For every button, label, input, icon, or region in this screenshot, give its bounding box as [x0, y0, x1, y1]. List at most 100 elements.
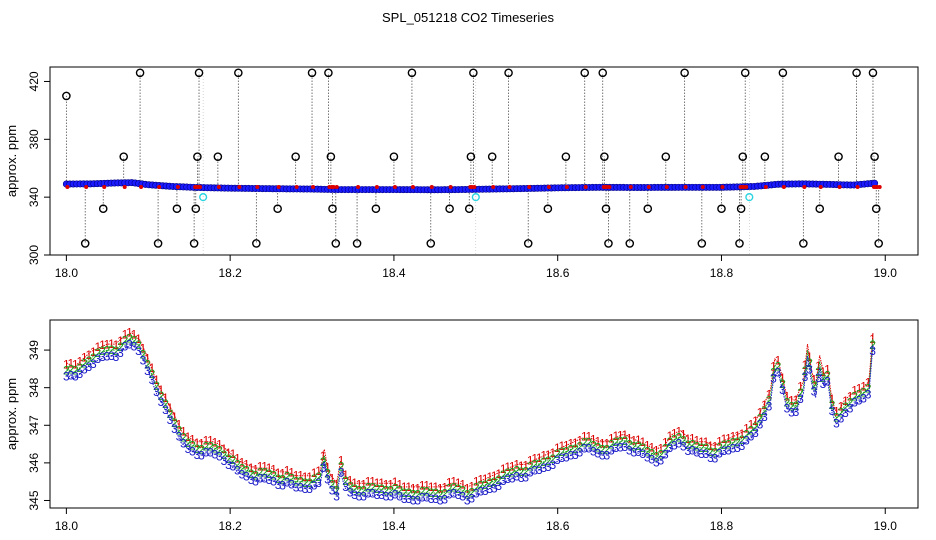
bottom-series-marker: 2	[365, 481, 372, 495]
bottom-series-marker: 3	[761, 410, 768, 424]
bottom-series-marker: 1	[603, 436, 610, 450]
bottom-x-axis: 18.0 18.2 18.4 18.6 18.8 19.0	[55, 508, 897, 533]
bottom-series-marker: 3	[428, 492, 435, 506]
top-panel: approx. ppm 18.0 18.2 18.4 18.6 18.8 19.0 300…	[4, 66, 919, 280]
bottom-series-marker: 3	[311, 478, 318, 492]
bottom-series-marker: 3	[869, 344, 876, 358]
bottom-series-marker: 2	[504, 466, 511, 480]
bottom-series-2: 2222222222222222222222222222222222222222…	[63, 331, 876, 501]
bottom-series-marker: 1	[617, 429, 624, 443]
top-spike-point	[80, 239, 90, 248]
bottom-series-marker: 2	[779, 377, 786, 391]
bottom-series-marker: 2	[824, 368, 831, 382]
bottom-series-marker: 1	[419, 478, 426, 492]
bottom-series-marker: 1	[221, 442, 228, 456]
bottom-y-axis: 345 346 347 348 349	[27, 340, 50, 510]
top-spike-base-point	[374, 185, 379, 190]
bottom-series-marker: 1	[851, 384, 858, 398]
bottom-series-marker: 1	[212, 435, 219, 449]
bottom-series-marker: 2	[387, 484, 394, 498]
bottom-series-marker: 2	[635, 439, 642, 453]
bottom-series-marker: 3	[77, 367, 84, 381]
bottom-series-marker: 1	[567, 436, 574, 450]
bottom-series-marker: 3	[374, 488, 381, 502]
top-spike-base-point	[410, 185, 415, 190]
bottom-series-marker: 1	[761, 398, 768, 412]
top-xtick-label: 19.0	[874, 266, 898, 280]
bottom-series-marker: 3	[468, 492, 475, 506]
bottom-series-marker: 1	[667, 429, 674, 443]
bottom-series-marker: 3	[239, 467, 246, 481]
bottom-series-marker: 3	[842, 406, 849, 420]
bottom-series-marker: 2	[847, 396, 854, 410]
bottom-series-marker: 3	[81, 363, 88, 377]
bottom-series-marker: 1	[450, 475, 457, 489]
bottom-series-marker: 1	[360, 478, 367, 492]
bottom-series-marker: 1	[491, 469, 498, 483]
bottom-series-marker: 2	[198, 442, 205, 456]
bottom-series-marker: 3	[450, 487, 457, 501]
bottom-xtick-label: 18.0	[55, 519, 79, 533]
bottom-series-marker: 2	[162, 397, 169, 411]
bottom-series-marker: 2	[423, 484, 430, 498]
top-spike-point	[736, 204, 746, 214]
bottom-series-marker: 3	[455, 488, 462, 502]
top-spike-point	[868, 68, 878, 78]
bottom-series-marker: 3	[554, 453, 561, 467]
bottom-series-marker: 1	[216, 437, 223, 451]
bottom-series-marker: 2	[257, 466, 264, 480]
bottom-series-marker: 3	[671, 438, 678, 452]
bottom-series-marker: 1	[563, 438, 570, 452]
bottom-series-marker: 1	[266, 461, 273, 475]
bottom-series-3: 3333333333333333333333333333333333333333…	[63, 337, 876, 507]
bottom-series-marker: 2	[473, 481, 480, 495]
bottom-series-marker: 2	[297, 475, 304, 489]
bottom-series-marker: 1	[504, 460, 511, 474]
bottom-series-marker: 1	[414, 481, 421, 495]
bottom-series-marker: 1	[842, 394, 849, 408]
top-spike-base-point	[139, 185, 144, 190]
bottom-series-marker: 1	[748, 418, 755, 432]
bottom-ytick-label: 345	[27, 490, 41, 510]
top-spike-point	[324, 68, 333, 78]
bottom-series-marker: 1	[513, 457, 520, 471]
bottom-series-marker: 3	[203, 445, 210, 459]
bottom-series-marker: 1	[536, 451, 543, 465]
bottom-series-marker: 3	[356, 490, 363, 504]
bottom-xtick-label: 18.2	[218, 519, 242, 533]
bottom-series-marker: 3	[383, 490, 390, 504]
top-spike-point	[580, 68, 590, 78]
bottom-series-marker: 3	[297, 481, 304, 495]
bottom-series-marker: 3	[703, 447, 710, 461]
bottom-series-marker: 3	[622, 440, 629, 454]
bottom-series-marker: 1	[590, 432, 597, 446]
bottom-series-marker: 1	[257, 460, 264, 474]
bottom-series-marker: 2	[374, 482, 381, 496]
bottom-series-1: 1111111111111111111111111111111111111111…	[63, 325, 876, 495]
bottom-series-marker: 1	[662, 435, 669, 449]
bottom-series-marker: 3	[261, 472, 268, 486]
bottom-series-marker: 3	[252, 475, 259, 489]
bottom-series-marker: 1	[203, 433, 210, 447]
bottom-series-marker: 1	[432, 480, 439, 494]
bottom-series-marker: 3	[545, 460, 552, 474]
bottom-series-marker: 3	[752, 426, 759, 440]
top-spike-point	[307, 68, 317, 78]
bottom-series-marker: 1	[558, 439, 565, 453]
bottom-series-marker: 2	[108, 343, 115, 357]
bottom-series-line	[66, 338, 874, 494]
top-spike-point	[194, 68, 204, 78]
bottom-series-marker: 2	[603, 442, 610, 456]
bottom-series-marker: 1	[721, 432, 728, 446]
bottom-series-marker: 2	[640, 441, 647, 455]
bottom-series-marker: 2	[585, 436, 592, 450]
bottom-series-marker: 1	[824, 362, 831, 376]
bottom-series-marker: 2	[802, 364, 809, 378]
bottom-series-marker: 1	[135, 332, 142, 346]
bottom-xtick-label: 18.6	[546, 519, 570, 533]
bottom-series-marker: 2	[549, 452, 556, 466]
bottom-series-marker: 2	[707, 445, 714, 459]
bottom-series-marker: 1	[788, 393, 795, 407]
bottom-series-marker: 2	[234, 457, 241, 471]
